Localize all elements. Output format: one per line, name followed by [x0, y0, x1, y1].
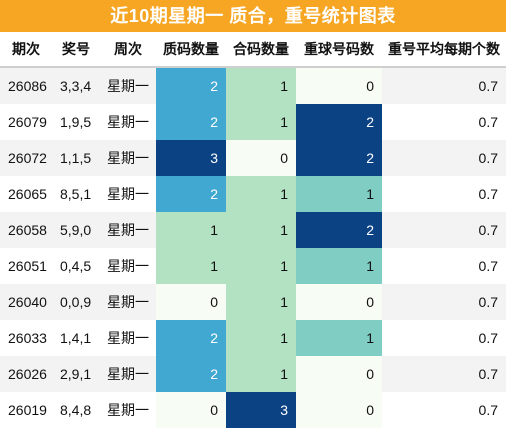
cell-week: 星期一	[100, 248, 156, 284]
table-row: 26058 5,9,0 星期一 1 1 2 0.7	[0, 212, 506, 248]
cell-prime-count: 0	[156, 392, 226, 428]
cell-issue: 26026	[0, 356, 52, 392]
cell-issue: 26065	[0, 176, 52, 212]
stats-table: 期次 奖号 周次 质码数量 合码数量 重球号码数 重号平均每期个数 26086 3…	[0, 32, 506, 428]
cell-repeat-average: 0.7	[382, 392, 506, 428]
cell-repeat-count: 0	[296, 67, 382, 104]
header-composite-count: 合码数量	[226, 32, 296, 68]
cell-repeat-average: 0.7	[382, 356, 506, 392]
table-row: 26079 1,9,5 星期一 2 1 2 0.7	[0, 104, 506, 140]
cell-award: 2,9,1	[52, 356, 100, 392]
cell-repeat-count: 1	[296, 176, 382, 212]
cell-issue: 26033	[0, 320, 52, 356]
table-row: 26051 0,4,5 星期一 1 1 1 0.7	[0, 248, 506, 284]
cell-award: 5,9,0	[52, 212, 100, 248]
cell-composite-count: 1	[226, 320, 296, 356]
cell-award: 3,3,4	[52, 67, 100, 104]
cell-award: 0,0,9	[52, 284, 100, 320]
cell-prime-count: 1	[156, 212, 226, 248]
cell-prime-count: 3	[156, 140, 226, 176]
cell-issue: 26019	[0, 392, 52, 428]
cell-repeat-average: 0.7	[382, 176, 506, 212]
cell-week: 星期一	[100, 356, 156, 392]
cell-repeat-count: 2	[296, 104, 382, 140]
cell-repeat-count: 0	[296, 356, 382, 392]
cell-composite-count: 1	[226, 104, 296, 140]
page-title: 近10期星期一 质合，重号统计图表	[0, 0, 506, 32]
table-row: 26026 2,9,1 星期一 2 1 0 0.7	[0, 356, 506, 392]
cell-award: 8,5,1	[52, 176, 100, 212]
cell-prime-count: 0	[156, 284, 226, 320]
table-row: 26086 3,3,4 星期一 2 1 0 0.7	[0, 67, 506, 104]
cell-repeat-average: 0.7	[382, 67, 506, 104]
header-prime-count: 质码数量	[156, 32, 226, 68]
cell-week: 星期一	[100, 140, 156, 176]
table-row: 26040 0,0,9 星期一 0 1 0 0.7	[0, 284, 506, 320]
cell-prime-count: 2	[156, 320, 226, 356]
cell-week: 星期一	[100, 104, 156, 140]
cell-composite-count: 1	[226, 356, 296, 392]
cell-composite-count: 3	[226, 392, 296, 428]
cell-award: 1,9,5	[52, 104, 100, 140]
table-row: 26033 1,4,1 星期一 2 1 1 0.7	[0, 320, 506, 356]
header-week: 周次	[100, 32, 156, 68]
header-issue: 期次	[0, 32, 52, 68]
cell-issue: 26086	[0, 67, 52, 104]
cell-composite-count: 1	[226, 248, 296, 284]
cell-repeat-count: 1	[296, 248, 382, 284]
cell-prime-count: 2	[156, 104, 226, 140]
cell-repeat-count: 2	[296, 140, 382, 176]
cell-issue: 26058	[0, 212, 52, 248]
cell-repeat-count: 1	[296, 320, 382, 356]
cell-repeat-count: 2	[296, 212, 382, 248]
cell-repeat-average: 0.7	[382, 140, 506, 176]
cell-award: 8,4,8	[52, 392, 100, 428]
cell-repeat-average: 0.7	[382, 284, 506, 320]
cell-repeat-count: 0	[296, 392, 382, 428]
header-row: 期次 奖号 周次 质码数量 合码数量 重球号码数 重号平均每期个数	[0, 32, 506, 68]
header-repeat-count: 重球号码数	[296, 32, 382, 68]
cell-issue: 26051	[0, 248, 52, 284]
cell-week: 星期一	[100, 67, 156, 104]
cell-composite-count: 1	[226, 212, 296, 248]
cell-composite-count: 1	[226, 176, 296, 212]
table-row: 26072 1,1,5 星期一 3 0 2 0.7	[0, 140, 506, 176]
header-award: 奖号	[52, 32, 100, 68]
cell-composite-count: 1	[226, 67, 296, 104]
cell-repeat-count: 0	[296, 284, 382, 320]
table-row: 26065 8,5,1 星期一 2 1 1 0.7	[0, 176, 506, 212]
cell-week: 星期一	[100, 392, 156, 428]
cell-prime-count: 2	[156, 356, 226, 392]
cell-repeat-average: 0.7	[382, 320, 506, 356]
header-repeat-average: 重号平均每期个数	[382, 32, 506, 68]
cell-week: 星期一	[100, 212, 156, 248]
cell-award: 1,1,5	[52, 140, 100, 176]
table-row: 26019 8,4,8 星期一 0 3 0 0.7	[0, 392, 506, 428]
cell-week: 星期一	[100, 320, 156, 356]
table-body: 26086 3,3,4 星期一 2 1 0 0.7 26079 1,9,5 星期一 2 1 2 0.7 26…	[0, 67, 506, 428]
cell-composite-count: 0	[226, 140, 296, 176]
cell-week: 星期一	[100, 176, 156, 212]
cell-repeat-average: 0.7	[382, 248, 506, 284]
cell-week: 星期一	[100, 284, 156, 320]
cell-composite-count: 1	[226, 284, 296, 320]
cell-prime-count: 2	[156, 176, 226, 212]
cell-repeat-average: 0.7	[382, 104, 506, 140]
cell-repeat-average: 0.7	[382, 212, 506, 248]
cell-award: 0,4,5	[52, 248, 100, 284]
cell-issue: 26072	[0, 140, 52, 176]
cell-prime-count: 2	[156, 67, 226, 104]
cell-issue: 26040	[0, 284, 52, 320]
cell-issue: 26079	[0, 104, 52, 140]
cell-prime-count: 1	[156, 248, 226, 284]
cell-award: 1,4,1	[52, 320, 100, 356]
